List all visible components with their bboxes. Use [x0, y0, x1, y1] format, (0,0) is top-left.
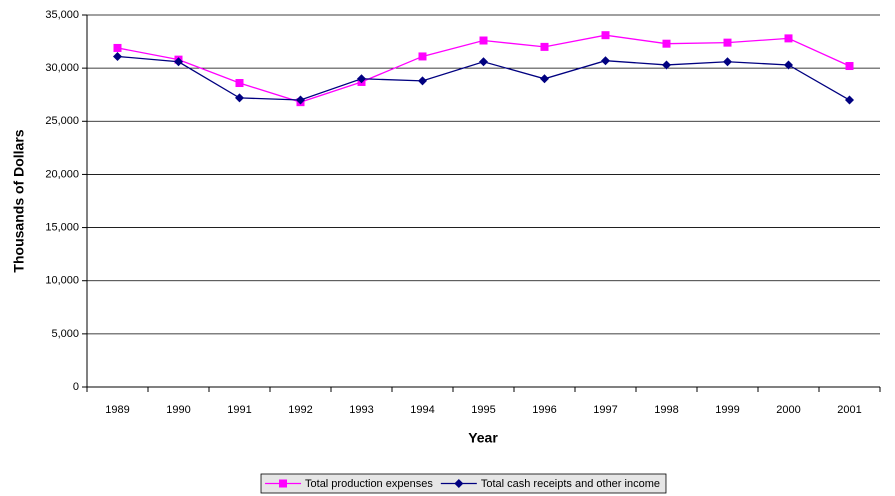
marker	[784, 60, 793, 70]
marker	[418, 52, 427, 61]
marker	[601, 56, 610, 66]
marker	[784, 34, 793, 43]
x-tick-label: 2001	[837, 404, 861, 416]
x-tick-label: 1989	[105, 404, 129, 416]
marker	[723, 57, 732, 67]
marker	[113, 51, 122, 61]
marker	[845, 62, 854, 71]
y-axis-title: Thousands of Dollars	[11, 129, 27, 272]
x-tick-label: 1994	[410, 404, 434, 416]
y-tick-label: 10,000	[45, 275, 79, 287]
x-tick-label: 1991	[227, 404, 251, 416]
y-tick-label: 30,000	[45, 62, 79, 74]
marker	[479, 57, 488, 67]
marker	[662, 39, 671, 48]
x-tick-label: 1995	[471, 404, 495, 416]
series-line	[117, 34, 850, 103]
y-tick-label: 25,000	[45, 115, 79, 127]
y-tick-label: 20,000	[45, 168, 79, 180]
marker	[540, 74, 549, 84]
marker	[845, 95, 854, 105]
marker	[113, 43, 122, 52]
y-tick-label: 0	[73, 381, 79, 393]
x-tick-label: 1996	[532, 404, 556, 416]
y-tick-label: 15,000	[45, 221, 79, 233]
marker	[235, 79, 244, 88]
marker	[662, 60, 671, 70]
legend-label: Total production expenses	[305, 478, 433, 490]
y-tick-label: 5,000	[51, 328, 79, 340]
x-tick-label: 1992	[288, 404, 312, 416]
marker	[454, 479, 464, 488]
x-tick-label: 1997	[593, 404, 617, 416]
marker	[723, 38, 732, 47]
marker	[235, 93, 244, 103]
x-axis-title: Year	[468, 430, 498, 446]
marker	[357, 74, 366, 84]
x-tick-label: 1998	[654, 404, 678, 416]
legend-label: Total cash receipts and other income	[481, 478, 660, 490]
y-tick-label: 35,000	[45, 9, 79, 21]
marker	[540, 42, 549, 51]
marker	[296, 95, 305, 105]
marker	[479, 36, 488, 45]
legend: Total production expenses Total cash rece…	[260, 473, 667, 494]
x-tick-label: 1990	[166, 404, 190, 416]
marker	[174, 57, 183, 67]
x-tick-label: 1993	[349, 404, 373, 416]
marker	[418, 76, 427, 86]
marker	[279, 479, 288, 488]
x-tick-label: 2000	[776, 404, 800, 416]
x-tick-label: 1999	[715, 404, 739, 416]
marker	[601, 31, 610, 40]
